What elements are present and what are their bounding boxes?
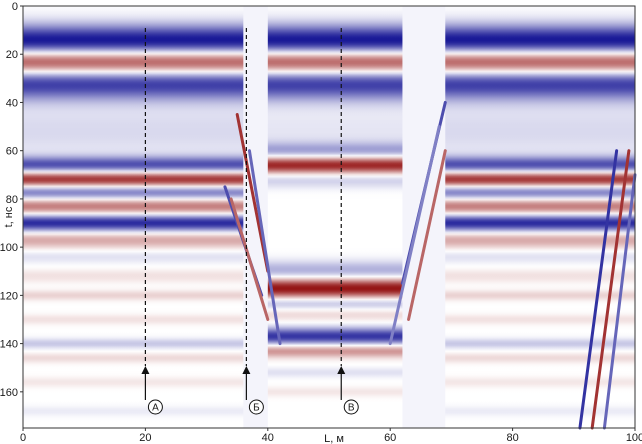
y-axis-title: t, нс xyxy=(3,206,15,227)
diffraction-streak xyxy=(235,113,270,273)
diffraction-streak xyxy=(590,149,631,430)
profile-marker-label: В xyxy=(348,403,355,414)
y-tick-label: 140 xyxy=(0,339,18,351)
profile-marker-label: А xyxy=(152,403,159,414)
diffraction-streak xyxy=(229,197,270,321)
trace-segment xyxy=(267,6,403,428)
y-tick-label: 160 xyxy=(0,387,18,399)
profile-marker-label: Б xyxy=(253,403,260,414)
x-tick-label: 40 xyxy=(262,432,274,444)
diffraction-streaks xyxy=(223,100,637,430)
y-tick-label: 20 xyxy=(6,49,18,61)
y-tick-label: 80 xyxy=(6,194,18,206)
y-tick-label: 60 xyxy=(6,146,18,158)
diffraction-streak xyxy=(602,173,637,430)
diffraction-streak xyxy=(247,149,282,346)
y-axis: 0 20 40 60 80 100 120 140 160 xyxy=(0,1,23,399)
arrow-head-icon xyxy=(337,366,346,374)
x-axis: 0 20 40 60 80 100 xyxy=(20,428,642,444)
x-tick-label: 80 xyxy=(506,432,518,444)
arrow-head-icon xyxy=(242,366,251,374)
y-tick-label: 0 xyxy=(12,1,18,13)
x-tick-label: 20 xyxy=(139,432,151,444)
x-tick-label: 100 xyxy=(626,432,642,444)
marker-circle xyxy=(343,399,359,415)
y-tick-label: 40 xyxy=(6,97,18,109)
trace-segment xyxy=(445,6,635,428)
diffraction-streak xyxy=(388,125,441,346)
x-tick-label: 0 xyxy=(20,432,26,444)
x-axis-title: L, м xyxy=(324,433,344,444)
diffraction-streak xyxy=(578,149,619,430)
y-tick-label: 100 xyxy=(0,242,18,254)
x-tick-label: 60 xyxy=(384,432,396,444)
diffraction-streak xyxy=(407,149,447,321)
arrow-head-icon xyxy=(141,366,150,374)
plot-area xyxy=(23,6,635,428)
marker-circle xyxy=(248,399,264,415)
marker-circle xyxy=(147,399,163,415)
profile-markers: А Б В xyxy=(141,28,359,415)
plot-frame xyxy=(22,5,636,429)
trace-segment xyxy=(23,6,244,428)
y-tick-label: 120 xyxy=(0,290,18,302)
